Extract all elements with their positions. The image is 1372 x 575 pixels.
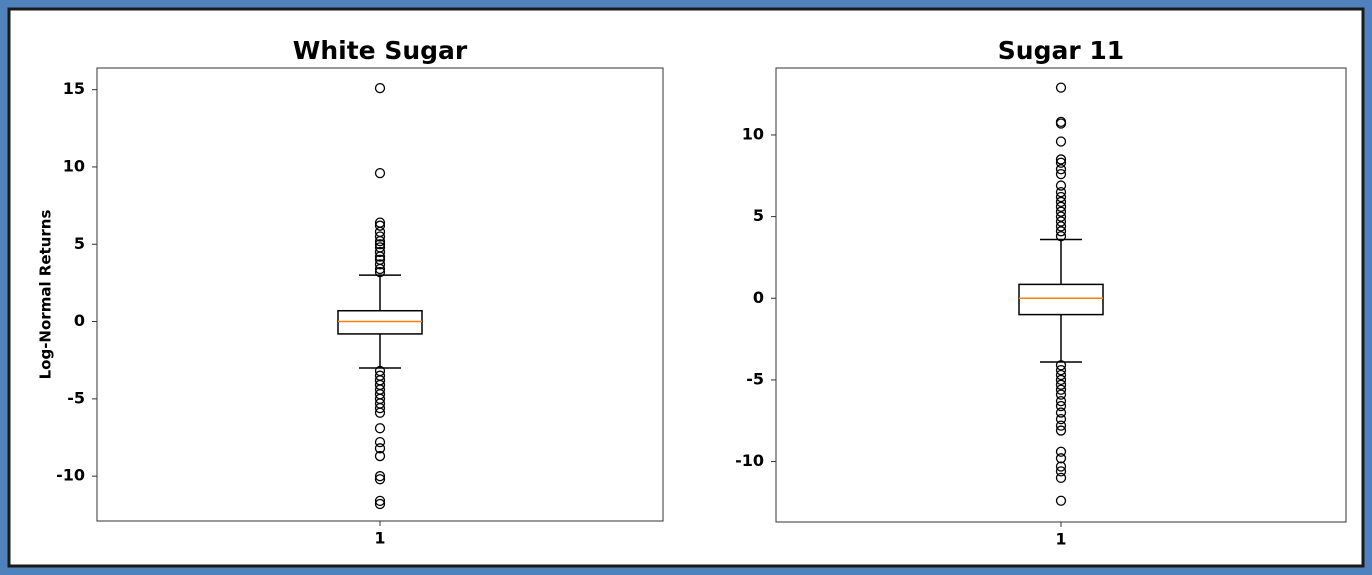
outlier [374, 450, 386, 462]
outlier [1055, 425, 1067, 436]
outlier [1055, 180, 1067, 191]
outlier [1055, 461, 1067, 472]
outlier [1055, 364, 1067, 376]
outlier [1055, 226, 1067, 237]
y-axis-label: Log-Normal Returns [37, 210, 55, 380]
outlier [1055, 495, 1067, 506]
outlier [1055, 379, 1067, 390]
outlier [1055, 453, 1067, 464]
outlier [1055, 389, 1067, 400]
x-tick-label: 1 [374, 529, 385, 548]
outlier [374, 471, 386, 482]
outlier [1055, 231, 1067, 242]
outlier [374, 423, 386, 434]
x-tick-label: 1 [1055, 530, 1066, 549]
outlier [1055, 82, 1067, 93]
y-tick-label: 15 [63, 79, 85, 98]
outlier [1055, 136, 1067, 147]
outlier [1055, 369, 1067, 381]
outlier [374, 236, 386, 247]
outlier [1055, 472, 1067, 484]
outlier [1055, 201, 1067, 212]
chart-title: White Sugar [293, 36, 468, 65]
outlier [1055, 206, 1067, 217]
y-tick-label: -10 [56, 466, 85, 485]
outlier [374, 251, 386, 262]
outlier [1055, 154, 1067, 165]
box [337, 309, 423, 335]
outlier [1055, 221, 1067, 232]
outlier [374, 443, 386, 454]
outlier [374, 259, 386, 270]
outlier [1055, 374, 1067, 386]
outlier [1055, 196, 1067, 208]
outlier [1055, 466, 1067, 477]
outlier [374, 407, 386, 418]
outlier [374, 402, 386, 414]
chart-title: Sugar 11 [998, 36, 1124, 65]
outlier [1055, 211, 1067, 222]
y-tick-label: 0 [74, 311, 85, 330]
outlier [374, 220, 386, 231]
outlier [374, 498, 386, 510]
outlier [1055, 407, 1067, 418]
outlier [1055, 191, 1067, 203]
y-tick-label: -5 [67, 388, 85, 407]
outlier [1055, 360, 1067, 371]
outlier [374, 246, 386, 258]
y-tick-label: 10 [63, 156, 85, 175]
outlier [374, 495, 386, 507]
outlier [374, 167, 386, 179]
y-tick-label: 5 [753, 206, 764, 225]
outlier [1055, 164, 1067, 175]
outlier [1055, 186, 1067, 198]
outlier [1055, 413, 1067, 425]
box [1018, 283, 1104, 316]
outlier [1055, 400, 1067, 412]
outlier [1055, 169, 1067, 180]
outlier [1055, 384, 1067, 395]
outlier [374, 266, 386, 278]
y-tick-label: 5 [74, 234, 85, 253]
outlier [1055, 118, 1067, 129]
outlier [374, 82, 386, 94]
y-tick-label: -5 [746, 369, 764, 388]
outlier [1055, 446, 1067, 457]
figure-panel [7, 7, 1365, 568]
outlier [374, 239, 386, 250]
y-tick-label: -10 [735, 451, 764, 470]
outlier [1055, 420, 1067, 431]
outlier [374, 437, 386, 448]
outlier [374, 263, 386, 275]
outlier [374, 474, 386, 485]
y-tick-label: 10 [742, 124, 764, 143]
outlier [1055, 396, 1067, 407]
outlier [1055, 157, 1067, 168]
outlier [1055, 216, 1067, 227]
y-tick-label: 0 [753, 288, 764, 307]
outlier [374, 231, 386, 242]
